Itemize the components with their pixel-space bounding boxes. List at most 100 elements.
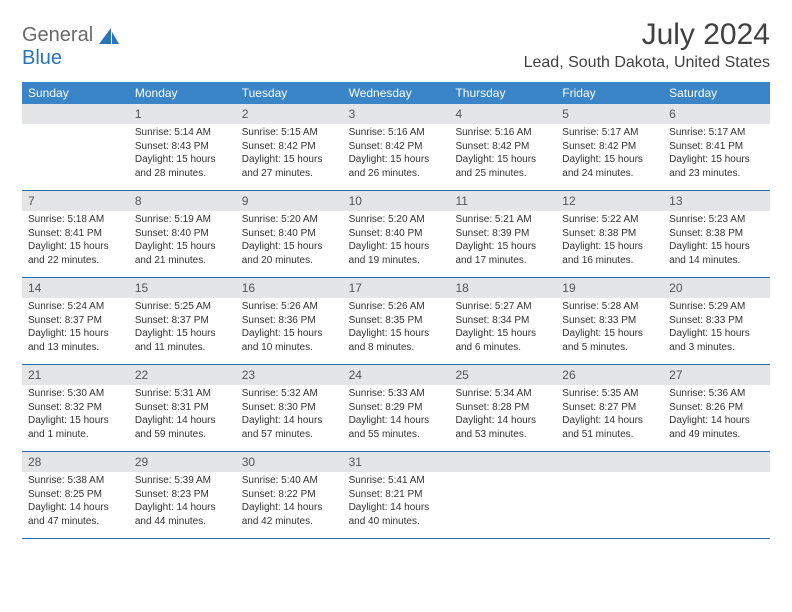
title-block: July 2024 Lead, South Dakota, United Sta…: [524, 18, 770, 72]
sunset-line: Sunset: 8:23 PM: [135, 488, 230, 502]
sunrise-line: Sunrise: 5:28 AM: [562, 300, 657, 314]
sunset-line: Sunset: 8:26 PM: [669, 401, 764, 415]
day-cell: 15Sunrise: 5:25 AMSunset: 8:37 PMDayligh…: [129, 278, 236, 364]
sunrise-line: Sunrise: 5:41 AM: [349, 474, 444, 488]
daylight-line: Daylight: 15 hours and 13 minutes.: [28, 327, 123, 354]
day-body: Sunrise: 5:41 AMSunset: 8:21 PMDaylight:…: [343, 472, 450, 534]
sunrise-line: Sunrise: 5:16 AM: [349, 126, 444, 140]
day-cell: [449, 452, 556, 538]
daylight-line: Daylight: 15 hours and 28 minutes.: [135, 153, 230, 180]
day-body: Sunrise: 5:17 AMSunset: 8:41 PMDaylight:…: [663, 124, 770, 186]
day-body: Sunrise: 5:29 AMSunset: 8:33 PMDaylight:…: [663, 298, 770, 360]
day-number: 28: [22, 452, 129, 472]
day-number: 16: [236, 278, 343, 298]
day-body: Sunrise: 5:26 AMSunset: 8:36 PMDaylight:…: [236, 298, 343, 360]
day-number: 30: [236, 452, 343, 472]
day-cell: 10Sunrise: 5:20 AMSunset: 8:40 PMDayligh…: [343, 191, 450, 277]
day-body: Sunrise: 5:33 AMSunset: 8:29 PMDaylight:…: [343, 385, 450, 447]
day-cell: 27Sunrise: 5:36 AMSunset: 8:26 PMDayligh…: [663, 365, 770, 451]
sunset-line: Sunset: 8:37 PM: [135, 314, 230, 328]
day-number: 18: [449, 278, 556, 298]
sunrise-line: Sunrise: 5:14 AM: [135, 126, 230, 140]
sunset-line: Sunset: 8:36 PM: [242, 314, 337, 328]
sunrise-line: Sunrise: 5:22 AM: [562, 213, 657, 227]
sunrise-line: Sunrise: 5:15 AM: [242, 126, 337, 140]
sunrise-line: Sunrise: 5:39 AM: [135, 474, 230, 488]
day-cell: 8Sunrise: 5:19 AMSunset: 8:40 PMDaylight…: [129, 191, 236, 277]
day-body: Sunrise: 5:36 AMSunset: 8:26 PMDaylight:…: [663, 385, 770, 447]
day-number: 4: [449, 104, 556, 124]
day-body: Sunrise: 5:20 AMSunset: 8:40 PMDaylight:…: [343, 211, 450, 273]
sunrise-line: Sunrise: 5:20 AM: [349, 213, 444, 227]
day-number: 23: [236, 365, 343, 385]
day-number: 8: [129, 191, 236, 211]
daylight-line: Daylight: 15 hours and 25 minutes.: [455, 153, 550, 180]
logo-sail-icon: [97, 26, 121, 51]
sunset-line: Sunset: 8:33 PM: [669, 314, 764, 328]
daylight-line: Daylight: 14 hours and 47 minutes.: [28, 501, 123, 528]
weekday-header-cell: Wednesday: [343, 82, 450, 104]
month-title: July 2024: [524, 18, 770, 52]
day-number: 13: [663, 191, 770, 211]
logo-text-general: General: [22, 24, 93, 46]
day-number: 29: [129, 452, 236, 472]
day-body: Sunrise: 5:32 AMSunset: 8:30 PMDaylight:…: [236, 385, 343, 447]
day-number-empty: [556, 452, 663, 472]
location-text: Lead, South Dakota, United States: [524, 54, 770, 72]
daylight-line: Daylight: 15 hours and 17 minutes.: [455, 240, 550, 267]
sunset-line: Sunset: 8:22 PM: [242, 488, 337, 502]
day-cell: 13Sunrise: 5:23 AMSunset: 8:38 PMDayligh…: [663, 191, 770, 277]
header: General Blue July 2024 Lead, South Dakot…: [22, 18, 770, 72]
day-cell: 11Sunrise: 5:21 AMSunset: 8:39 PMDayligh…: [449, 191, 556, 277]
day-body: Sunrise: 5:15 AMSunset: 8:42 PMDaylight:…: [236, 124, 343, 186]
day-body: Sunrise: 5:22 AMSunset: 8:38 PMDaylight:…: [556, 211, 663, 273]
sunset-line: Sunset: 8:34 PM: [455, 314, 550, 328]
day-cell: 5Sunrise: 5:17 AMSunset: 8:42 PMDaylight…: [556, 104, 663, 190]
sunset-line: Sunset: 8:28 PM: [455, 401, 550, 415]
daylight-line: Daylight: 14 hours and 55 minutes.: [349, 414, 444, 441]
day-number: 1: [129, 104, 236, 124]
sunset-line: Sunset: 8:38 PM: [562, 227, 657, 241]
sunrise-line: Sunrise: 5:29 AM: [669, 300, 764, 314]
day-number: 21: [22, 365, 129, 385]
day-number: 26: [556, 365, 663, 385]
day-cell: 6Sunrise: 5:17 AMSunset: 8:41 PMDaylight…: [663, 104, 770, 190]
sunrise-line: Sunrise: 5:31 AM: [135, 387, 230, 401]
sunset-line: Sunset: 8:33 PM: [562, 314, 657, 328]
sunset-line: Sunset: 8:40 PM: [349, 227, 444, 241]
day-body: Sunrise: 5:39 AMSunset: 8:23 PMDaylight:…: [129, 472, 236, 534]
sunset-line: Sunset: 8:43 PM: [135, 140, 230, 154]
daylight-line: Daylight: 14 hours and 53 minutes.: [455, 414, 550, 441]
sunset-line: Sunset: 8:42 PM: [349, 140, 444, 154]
sunrise-line: Sunrise: 5:17 AM: [669, 126, 764, 140]
day-cell: 2Sunrise: 5:15 AMSunset: 8:42 PMDaylight…: [236, 104, 343, 190]
day-cell: 23Sunrise: 5:32 AMSunset: 8:30 PMDayligh…: [236, 365, 343, 451]
daylight-line: Daylight: 15 hours and 1 minute.: [28, 414, 123, 441]
day-body: Sunrise: 5:23 AMSunset: 8:38 PMDaylight:…: [663, 211, 770, 273]
day-number: 9: [236, 191, 343, 211]
daylight-line: Daylight: 15 hours and 26 minutes.: [349, 153, 444, 180]
daylight-line: Daylight: 14 hours and 49 minutes.: [669, 414, 764, 441]
sunrise-line: Sunrise: 5:40 AM: [242, 474, 337, 488]
sunrise-line: Sunrise: 5:35 AM: [562, 387, 657, 401]
sunset-line: Sunset: 8:35 PM: [349, 314, 444, 328]
daylight-line: Daylight: 14 hours and 44 minutes.: [135, 501, 230, 528]
day-body: Sunrise: 5:14 AMSunset: 8:43 PMDaylight:…: [129, 124, 236, 186]
daylight-line: Daylight: 15 hours and 11 minutes.: [135, 327, 230, 354]
week-row: 14Sunrise: 5:24 AMSunset: 8:37 PMDayligh…: [22, 278, 770, 365]
day-cell: 22Sunrise: 5:31 AMSunset: 8:31 PMDayligh…: [129, 365, 236, 451]
day-body: Sunrise: 5:21 AMSunset: 8:39 PMDaylight:…: [449, 211, 556, 273]
daylight-line: Daylight: 15 hours and 20 minutes.: [242, 240, 337, 267]
day-body: Sunrise: 5:28 AMSunset: 8:33 PMDaylight:…: [556, 298, 663, 360]
sunset-line: Sunset: 8:31 PM: [135, 401, 230, 415]
sunset-line: Sunset: 8:32 PM: [28, 401, 123, 415]
daylight-line: Daylight: 15 hours and 27 minutes.: [242, 153, 337, 180]
sunset-line: Sunset: 8:21 PM: [349, 488, 444, 502]
day-cell: 25Sunrise: 5:34 AMSunset: 8:28 PMDayligh…: [449, 365, 556, 451]
sunrise-line: Sunrise: 5:36 AM: [669, 387, 764, 401]
sunset-line: Sunset: 8:42 PM: [455, 140, 550, 154]
sunrise-line: Sunrise: 5:16 AM: [455, 126, 550, 140]
sunset-line: Sunset: 8:30 PM: [242, 401, 337, 415]
sunrise-line: Sunrise: 5:20 AM: [242, 213, 337, 227]
day-cell: 26Sunrise: 5:35 AMSunset: 8:27 PMDayligh…: [556, 365, 663, 451]
